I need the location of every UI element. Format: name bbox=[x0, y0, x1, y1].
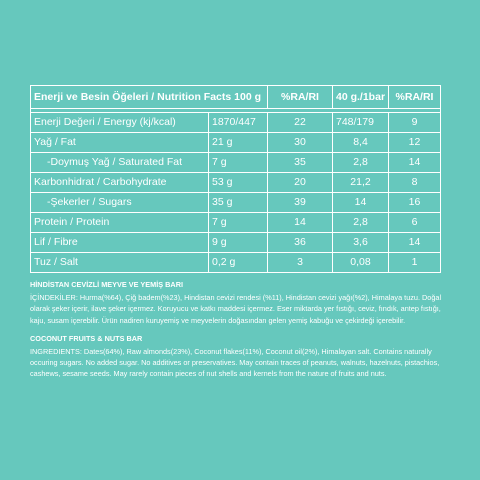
row-label: Karbonhidrat / Carbohydrate bbox=[30, 172, 209, 193]
row-value-portion: 8,4 bbox=[332, 132, 389, 153]
row-ri-portion: 6 bbox=[388, 212, 441, 233]
row-ri-100g: 36 bbox=[267, 232, 333, 253]
row-label: Enerji Değeri / Energy (kj/kcal) bbox=[30, 112, 209, 133]
row-ri-portion: 12 bbox=[388, 132, 441, 153]
row-ri-portion: 9 bbox=[388, 112, 441, 133]
row-value-100g: 21 g bbox=[208, 132, 268, 153]
table-row-salt: Tuz / Salt 0,2 g 3 0,08 1 bbox=[30, 252, 441, 273]
ingredients-section: HİNDİSTAN CEVİZLİ MEYVE VE YEMİŞ BARI İÇ… bbox=[30, 279, 450, 387]
row-value-portion: 0,08 bbox=[332, 252, 389, 273]
nutrition-facts-table: Enerji ve Besin Öğeleri / Nutrition Fact… bbox=[30, 85, 441, 273]
ingredients-english: COCONUT FRUITS & NUTS BAR INGREDIENTS: D… bbox=[30, 333, 450, 380]
row-ri-100g: 22 bbox=[267, 112, 333, 133]
row-value-100g: 35 g bbox=[208, 192, 268, 213]
ingredients-turkish: HİNDİSTAN CEVİZLİ MEYVE VE YEMİŞ BARI İÇ… bbox=[30, 279, 450, 326]
row-label: Tuz / Salt bbox=[30, 252, 209, 273]
header-ri-100g: %RA/RI bbox=[267, 85, 333, 109]
row-value-100g: 0,2 g bbox=[208, 252, 268, 273]
row-ri-portion: 14 bbox=[388, 232, 441, 253]
ingredients-tr-text: İÇİNDEKİLER: Hurma(%64), Çiğ badem(%23),… bbox=[30, 293, 442, 325]
row-ri-portion: 14 bbox=[388, 152, 441, 173]
table-row-fat: Yağ / Fat 21 g 30 8,4 12 bbox=[30, 132, 441, 153]
row-value-portion: 2,8 bbox=[332, 212, 389, 233]
row-label: Protein / Protein bbox=[30, 212, 209, 233]
ingredients-en-title: COCONUT FRUITS & NUTS BAR bbox=[30, 333, 143, 343]
row-value-portion: 3,6 bbox=[332, 232, 389, 253]
row-ri-100g: 30 bbox=[267, 132, 333, 153]
row-value-100g: 7 g bbox=[208, 212, 268, 233]
header-nutrition-facts: Enerji ve Besin Öğeleri / Nutrition Fact… bbox=[30, 85, 268, 109]
row-value-portion: 748/179 bbox=[332, 112, 389, 133]
row-ri-portion: 8 bbox=[388, 172, 441, 193]
table-row-energy: Enerji Değeri / Energy (kj/kcal) 1870/44… bbox=[30, 112, 441, 133]
row-ri-portion: 16 bbox=[388, 192, 441, 213]
table-row-saturated-fat: -Doymuş Yağ / Saturated Fat 7 g 35 2,8 1… bbox=[30, 152, 441, 173]
row-value-100g: 53 g bbox=[208, 172, 268, 193]
ingredients-en-text: INGREDIENTS: Dates(64%), Raw almonds(23%… bbox=[30, 347, 440, 379]
row-ri-100g: 20 bbox=[267, 172, 333, 193]
header-ri-portion: %RA/RI bbox=[388, 85, 441, 109]
row-ri-100g: 35 bbox=[267, 152, 333, 173]
row-ri-100g: 14 bbox=[267, 212, 333, 233]
row-value-portion: 2,8 bbox=[332, 152, 389, 173]
table-row-protein: Protein / Protein 7 g 14 2,8 6 bbox=[30, 212, 441, 233]
row-ri-portion: 1 bbox=[388, 252, 441, 273]
row-value-100g: 1870/447 bbox=[208, 112, 268, 133]
row-label: Lif / Fibre bbox=[30, 232, 209, 253]
table-header-row: Enerji ve Besin Öğeleri / Nutrition Fact… bbox=[30, 85, 441, 109]
row-label: -Doymuş Yağ / Saturated Fat bbox=[30, 152, 209, 173]
row-value-100g: 9 g bbox=[208, 232, 268, 253]
ingredients-tr-title: HİNDİSTAN CEVİZLİ MEYVE VE YEMİŞ BARI bbox=[30, 280, 183, 289]
header-per-portion: 40 g./1bar için bbox=[332, 85, 389, 109]
row-value-portion: 21,2 bbox=[332, 172, 389, 193]
row-value-portion: 14 bbox=[332, 192, 389, 213]
row-label: -Şekerler / Sugars bbox=[30, 192, 209, 213]
table-row-fibre: Lif / Fibre 9 g 36 3,6 14 bbox=[30, 232, 441, 253]
row-label: Yağ / Fat bbox=[30, 132, 209, 153]
table-row-carbohydrate: Karbonhidrat / Carbohydrate 53 g 20 21,2… bbox=[30, 172, 441, 193]
row-value-100g: 7 g bbox=[208, 152, 268, 173]
table-row-sugars: -Şekerler / Sugars 35 g 39 14 16 bbox=[30, 192, 441, 213]
row-ri-100g: 39 bbox=[267, 192, 333, 213]
row-ri-100g: 3 bbox=[267, 252, 333, 273]
